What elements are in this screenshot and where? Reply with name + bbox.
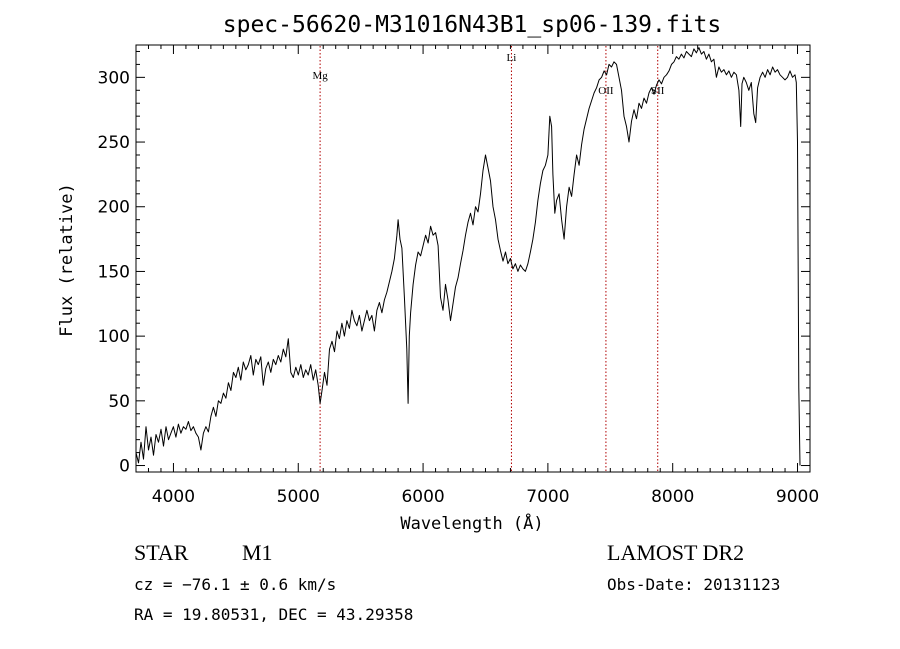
x-tick-label: 8000 [651,487,694,507]
object-subclass-label: M1 [242,540,273,565]
spectral-line-label-mg: Mg [312,70,328,82]
x-tick-label: 7000 [526,487,569,507]
y-axis: 0 50 100 150 200 250 300 [98,68,810,477]
x-tick-label: 9000 [776,487,819,507]
spectral-line-label-li: Li [507,52,517,64]
x-tick-label: 5000 [277,487,320,507]
y-axis-label: Flux (relative) [57,183,77,337]
chart-title: spec-56620-M31016N43B1_sp06-139.fits [223,12,722,38]
object-class-label: STAR [134,540,189,565]
minor-tick-marks [135,45,811,472]
x-axis: 4000 5000 6000 7000 8000 9000 [152,45,819,507]
observation-date-label: Obs-Date: 20131123 [607,575,780,594]
plot-frame [135,44,811,473]
coordinates-label: RA = 19.80531, DEC = 43.29358 [134,605,413,624]
x-tick-label: 6000 [401,487,444,507]
spectral-line-label-oii: OII [598,85,614,97]
y-tick-label: 300 [98,68,130,88]
y-tick-label: 150 [98,262,130,282]
y-tick-label: 200 [98,198,130,218]
x-axis-label: Wavelength (Å) [400,512,543,534]
y-tick-label: 100 [98,327,130,347]
series-group [135,47,801,466]
y-tick-label: 250 [98,133,130,153]
survey-label: LAMOST DR2 [607,540,744,565]
y-tick-label: 0 [119,457,130,477]
velocity-label: cz = −76.1 ± 0.6 km/s [134,575,336,594]
x-tick-label: 4000 [152,487,195,507]
spectrum-line-0 [135,47,801,466]
y-tick-label: 50 [108,392,130,412]
